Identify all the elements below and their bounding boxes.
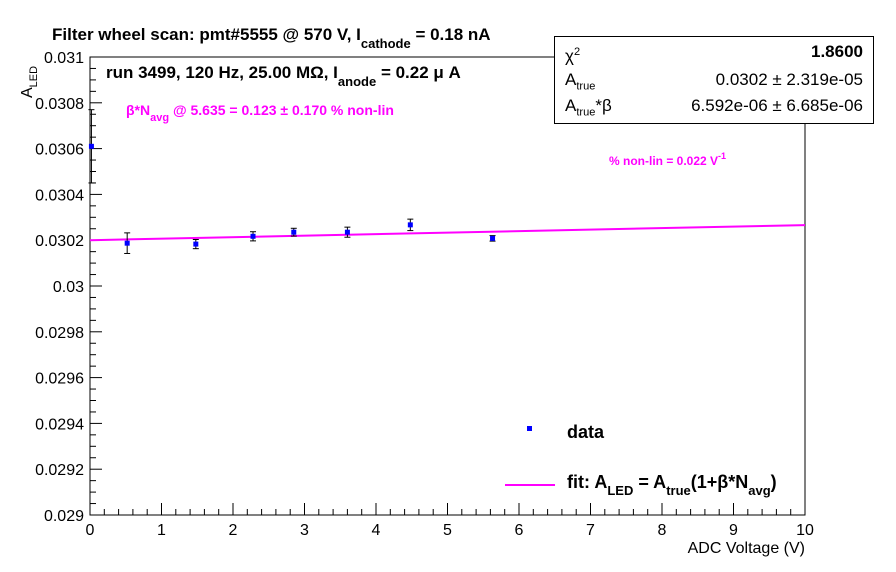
x-tick-label: 7 — [586, 522, 595, 539]
stats-chi2-value: 1.8600 — [811, 42, 863, 61]
x-tick-label: 0 — [86, 522, 95, 539]
data-points — [88, 109, 496, 254]
x-tick-label: 2 — [229, 522, 238, 539]
data-point — [407, 222, 413, 228]
data-point — [344, 229, 350, 235]
fit-line — [89, 224, 806, 242]
y-tick-label: 0.0308 — [35, 96, 84, 113]
y-tick-label: 0.0298 — [35, 325, 84, 342]
stats-atrue-beta-row: Atrue*β 6.592e-06 ± 6.685e-06 — [565, 93, 863, 119]
legend-data-label: data — [567, 422, 605, 442]
y-tick-label: 0.0306 — [35, 142, 84, 159]
legend-fit-label: fit: ALED = Atrue(1+β*Navg) — [567, 472, 777, 498]
y-tick-label: 0.0292 — [35, 462, 84, 479]
y-axis-label: ALED — [19, 66, 40, 98]
y-tick-label: 0.0302 — [35, 233, 84, 250]
legend: data fit: ALED = Atrue(1+β*Navg) — [505, 422, 777, 498]
chart-title: Filter wheel scan: pmt#5555 @ 570 V, Ica… — [52, 25, 491, 51]
legend-data-marker — [527, 426, 532, 431]
data-point — [490, 235, 496, 241]
x-tick-label: 8 — [658, 522, 667, 539]
x-axis: 0 1 2 3 4 5 6 7 8 9 10 — [86, 503, 814, 539]
chart-subtitle: run 3499, 120 Hz, 25.00 MΩ, Ianode = 0.2… — [106, 63, 461, 89]
data-point — [250, 233, 256, 239]
y-tick-label: 0.031 — [44, 50, 84, 67]
x-tick-label: 3 — [300, 522, 309, 539]
stats-atrue-label: Atrue — [565, 70, 596, 93]
plot-frame — [89, 56, 806, 516]
data-point — [124, 240, 130, 246]
y-tick-label: 0.03 — [53, 279, 84, 296]
data-point — [291, 229, 297, 235]
x-tick-label: 9 — [729, 522, 738, 539]
stats-chi2-row: χ2 1.8600 — [565, 39, 863, 66]
data-point — [193, 241, 199, 247]
fit-stats-box: χ2 1.8600 Atrue 0.0302 ± 2.319e-05 Atrue… — [554, 36, 874, 124]
y-tick-label: 0.0294 — [35, 416, 84, 433]
x-tick-label: 5 — [443, 522, 452, 539]
nonlin-slope-annotation: % non-lin = 0.022 V-1 — [609, 151, 726, 168]
x-tick-label: 4 — [372, 522, 381, 539]
stats-atrue-beta-label: Atrue*β — [565, 96, 612, 119]
stats-atrue-value: 0.0302 ± 2.319e-05 — [715, 70, 863, 89]
stats-atrue-row: Atrue 0.0302 ± 2.319e-05 — [565, 67, 863, 93]
nonlin-avg-annotation: β*Navg @ 5.635 = 0.123 ± 0.170 % non-lin — [126, 102, 394, 124]
data-point — [88, 143, 94, 149]
y-axis: 0.029 0.0292 0.0294 0.0296 0.0298 0.03 0.0302 0… — [35, 50, 102, 525]
x-tick-label: 1 — [157, 522, 166, 539]
stats-atrue-beta-value: 6.592e-06 ± 6.685e-06 — [691, 96, 863, 115]
y-tick-label: 0.029 — [44, 508, 84, 525]
x-axis-label: ADC Voltage (V) — [688, 540, 805, 557]
y-tick-label: 0.0296 — [35, 371, 84, 388]
stats-chi2-label: χ2 — [565, 46, 581, 66]
x-tick-label: 6 — [515, 522, 524, 539]
y-tick-label: 0.0304 — [35, 187, 84, 204]
x-tick-label: 10 — [796, 522, 814, 539]
